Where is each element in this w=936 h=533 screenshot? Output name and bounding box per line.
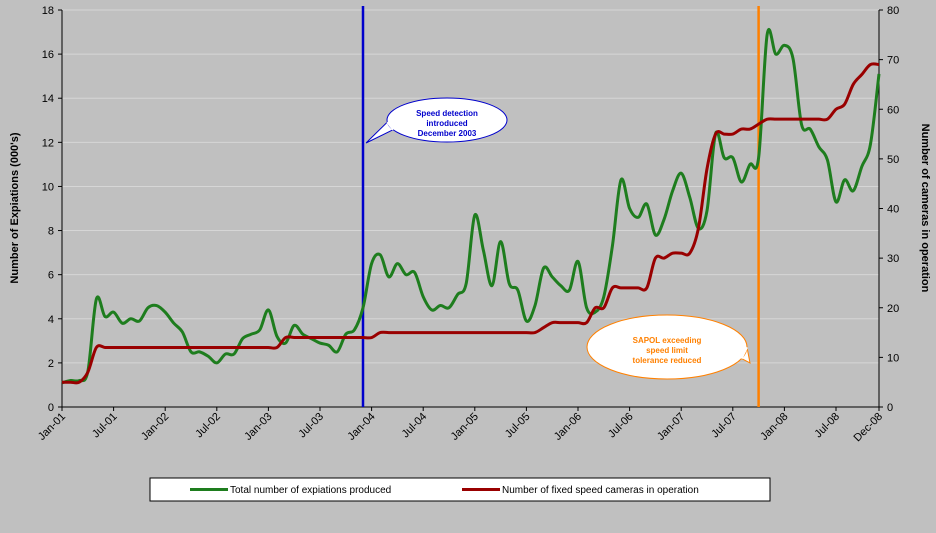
annotation-text: introduced bbox=[426, 119, 467, 128]
y2-tick-label: 80 bbox=[887, 5, 899, 17]
y-tick-label: 14 bbox=[42, 93, 54, 105]
callout-join bbox=[740, 346, 748, 360]
y2-axis-title: Number of cameras in operation bbox=[919, 124, 931, 293]
y-tick-label: 8 bbox=[48, 226, 54, 238]
y2-tick-label: 70 bbox=[887, 55, 899, 67]
y2-tick-label: 10 bbox=[887, 352, 899, 364]
y-tick-label: 12 bbox=[42, 137, 54, 149]
callout bbox=[386, 97, 508, 143]
annotation-text: SAPOL exceeding bbox=[633, 336, 702, 345]
legend-label: Number of fixed speed cameras in operati… bbox=[502, 485, 699, 496]
y-tick-label: 2 bbox=[48, 358, 54, 370]
annotation-text: December 2003 bbox=[418, 129, 477, 138]
series-line bbox=[61, 28, 881, 385]
annotation-text: Speed detection bbox=[416, 109, 478, 118]
y2-tick-label: 40 bbox=[887, 204, 899, 216]
y-tick-label: 16 bbox=[42, 49, 54, 61]
y2-tick-label: 50 bbox=[887, 154, 899, 166]
y-tick-label: 18 bbox=[42, 5, 54, 17]
y-tick-label: 10 bbox=[42, 181, 54, 193]
legend-label: Total number of expiations produced bbox=[230, 485, 391, 496]
callout-join bbox=[386, 121, 394, 131]
y-tick-label: 4 bbox=[48, 314, 54, 326]
callout bbox=[586, 314, 748, 380]
y2-tick-label: 30 bbox=[887, 253, 899, 265]
series-line bbox=[62, 62, 880, 385]
legend-box bbox=[149, 477, 771, 502]
y2-tick-label: 20 bbox=[887, 303, 899, 315]
annotation-text: speed limit bbox=[646, 346, 688, 355]
y2-tick-label: 60 bbox=[887, 104, 899, 116]
y-tick-label: 0 bbox=[48, 402, 54, 414]
annotation-text: tolerance reduced bbox=[633, 356, 702, 365]
y-axis-title: Number of Expiations (000's) bbox=[9, 132, 21, 283]
y-tick-label: 6 bbox=[48, 270, 54, 282]
y2-tick-label: 0 bbox=[887, 402, 893, 414]
